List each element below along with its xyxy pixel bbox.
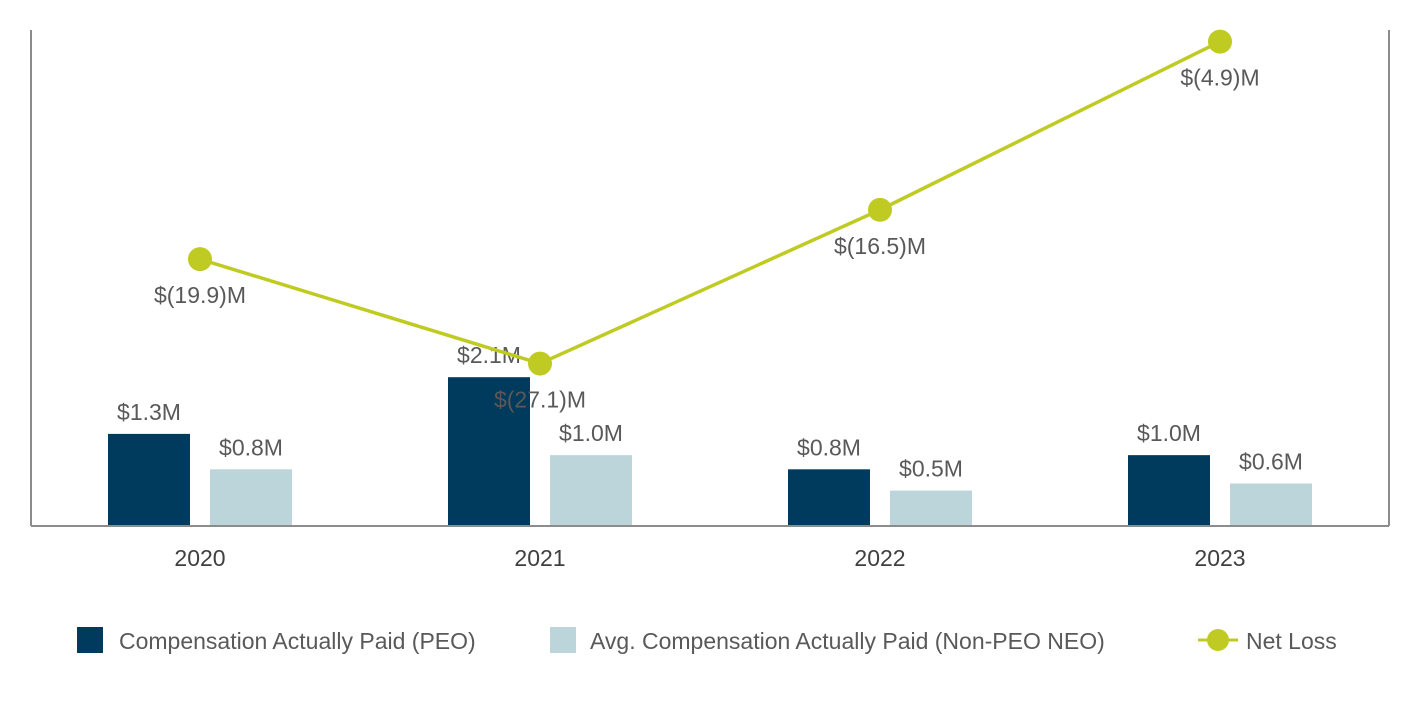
legend-swatch-neo (550, 627, 576, 653)
net-loss-series: $(19.9)M $(27.1)M $(16.5)M $(4.9)M (154, 29, 1260, 413)
x-tick-2022: 2022 (854, 545, 905, 571)
bar-peo-2022 (788, 469, 870, 526)
data-label-net-loss-2020: $(19.9)M (154, 282, 246, 308)
bar-neo-2022 (890, 490, 972, 526)
bar-peo-2023 (1128, 455, 1210, 526)
legend-swatch-peo (77, 627, 103, 653)
data-label-net-loss-2021: $(27.1)M (494, 387, 586, 413)
bar-neo-2023 (1230, 483, 1312, 526)
legend-label-neo: Avg. Compensation Actually Paid (Non-PEO… (590, 628, 1105, 654)
data-label-peo-2020: $1.3M (117, 399, 181, 425)
bar-labels: $1.3M$0.8M$2.1M$1.0M$0.8M$0.5M$1.0M$0.6M (117, 342, 1303, 481)
legend: Compensation Actually Paid (PEO) Avg. Co… (77, 627, 1337, 654)
net-loss-point-2022 (868, 197, 892, 222)
net-loss-line (199, 40, 1221, 366)
legend-marker-net-loss (1207, 629, 1229, 651)
legend-item-peo: Compensation Actually Paid (PEO) (77, 627, 476, 654)
x-tick-2023: 2023 (1194, 545, 1245, 571)
legend-item-net-loss: Net Loss (1198, 628, 1337, 654)
bar-peo-2020 (108, 433, 190, 526)
legend-label-net-loss: Net Loss (1246, 628, 1337, 654)
net-loss-point-2021 (528, 351, 552, 376)
bar-peo-2021 (448, 377, 530, 526)
data-label-net-loss-2023: $(4.9)M (1180, 65, 1259, 91)
x-tick-2020: 2020 (174, 545, 225, 571)
x-axis-ticks: 2020 2021 2022 2023 (174, 545, 1245, 571)
data-label-peo-2023: $1.0M (1137, 420, 1201, 446)
legend-item-neo: Avg. Compensation Actually Paid (Non-PEO… (550, 627, 1105, 654)
data-label-neo-2021: $1.0M (559, 420, 623, 446)
x-tick-2021: 2021 (514, 545, 565, 571)
legend-label-peo: Compensation Actually Paid (PEO) (119, 628, 476, 654)
plot-frame (30, 30, 1390, 526)
data-label-net-loss-2022: $(16.5)M (834, 233, 926, 259)
data-label-neo-2022: $0.5M (899, 456, 963, 482)
bars-peo (108, 377, 1210, 526)
net-loss-point-2023 (1208, 29, 1232, 54)
bar-neo-2021 (550, 455, 632, 526)
data-label-neo-2020: $0.8M (219, 434, 283, 460)
bar-neo-2020 (210, 469, 292, 526)
data-label-peo-2022: $0.8M (797, 434, 861, 460)
net-loss-point-2020 (188, 247, 212, 272)
bars-neo (210, 455, 1312, 526)
data-label-neo-2023: $0.6M (1239, 448, 1303, 474)
